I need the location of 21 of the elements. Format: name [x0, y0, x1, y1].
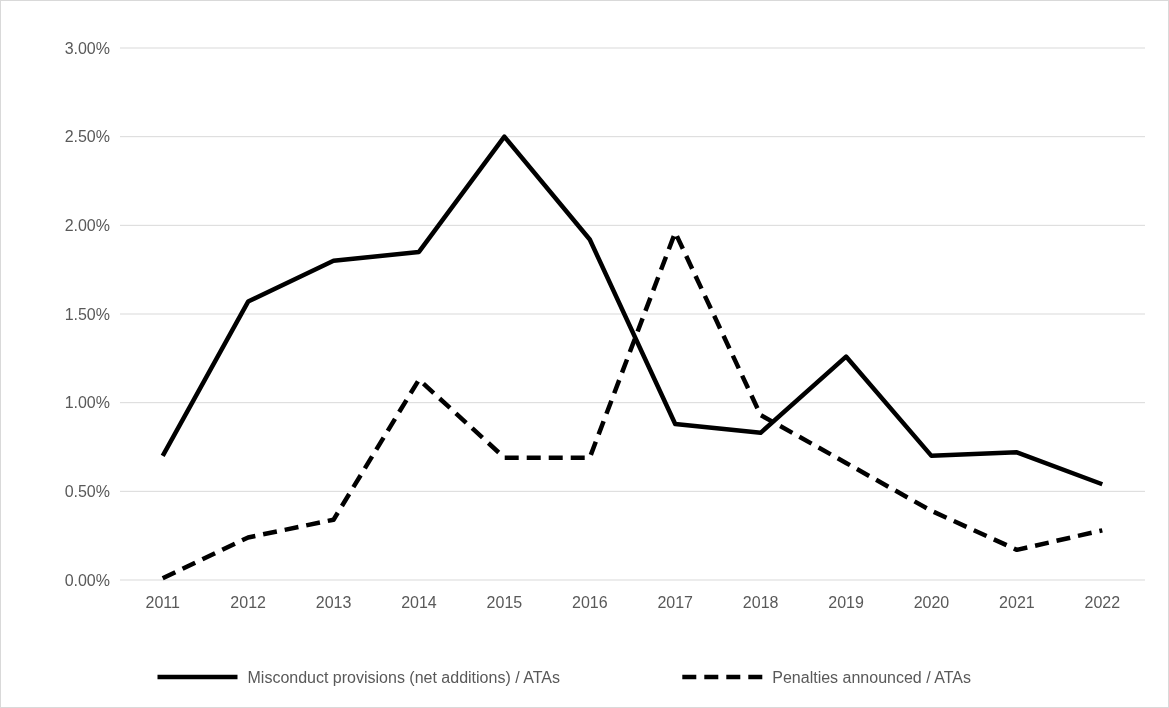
x-tick-label: 2013: [315, 594, 352, 611]
y-tick-label: 1.50%: [64, 305, 110, 323]
x-tick-label: 2019: [828, 594, 864, 611]
x-tick-label: 2020: [913, 594, 950, 611]
legend-label: Misconduct provisions (net additions) / ATAs: [247, 668, 560, 686]
x-tick-label: 2018: [742, 594, 779, 611]
x-tick-label: 2015: [486, 594, 523, 611]
x-tick-label: 2012: [230, 594, 267, 611]
y-tick-label: 3.00%: [64, 39, 110, 57]
y-tick-label: 2.50%: [64, 128, 110, 146]
legend-label: Penalties announced / ATAs: [772, 668, 971, 686]
x-tick-label: 2021: [999, 594, 1035, 611]
x-tick-label: 2011: [145, 594, 181, 611]
x-tick-label: 2016: [571, 594, 608, 611]
x-tick-label: 2014: [401, 594, 437, 611]
y-tick-label: 0.50%: [64, 482, 110, 500]
y-tick-label: 0.00%: [64, 571, 110, 589]
x-tick-label: 2017: [657, 594, 694, 611]
x-tick-label: 2022: [1084, 594, 1121, 611]
y-tick-label: 1.00%: [64, 394, 110, 412]
y-tick-label: 2.00%: [64, 216, 110, 234]
